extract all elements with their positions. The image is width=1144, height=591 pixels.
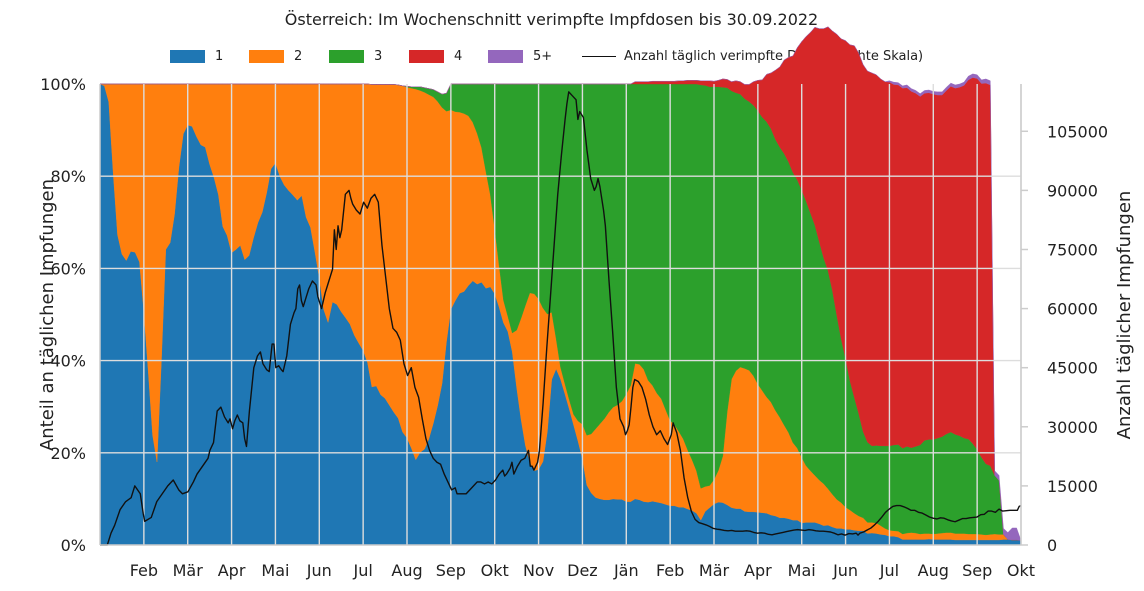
x-tick-label: Okt [481,561,509,580]
tick-marks [1021,130,1028,546]
x-tick-label: Mai [788,561,816,580]
x-tick-label: Mär [699,561,730,580]
x-tick-label: Mai [261,561,289,580]
legend-item-dose-1: 1 [170,46,223,66]
x-tick-label: Aug [391,561,422,580]
legend-item-dose-3: 3 [329,46,382,66]
legend-swatch-dose-5plus [488,49,523,63]
y-tick-label-right: 15000 [1047,477,1098,496]
x-tick-label: Dez [567,561,598,580]
x-tick-label: Sep [436,561,466,580]
plot-frame [99,84,1022,546]
legend-swatch-dose-2 [249,49,284,63]
y-tick-label-right: 0 [1047,536,1057,555]
x-tick-label: Apr [744,561,772,580]
y-tick-label-right: 75000 [1047,240,1098,259]
x-tick-label: Jun [832,561,858,580]
y-tick-label-left: 60% [50,259,86,278]
x-tick-label: Okt [1007,561,1035,580]
legend-item-dose-5plus: 5+ [488,46,552,66]
x-tick-label: Feb [130,561,158,580]
y-tick-label-right: 90000 [1047,181,1098,200]
x-tick-label: Jul [879,561,899,580]
legend-label-dose-1: 1 [215,48,224,64]
daily-doses-line [100,91,1022,546]
legend-label-dose-4: 4 [454,48,463,64]
y-axis-title-right: Anzahl täglicher Impfungen [1114,191,1135,440]
legend-swatch-dose-3 [329,49,364,63]
legend-label-dose-5plus: 5+ [533,48,553,64]
y-tick-label-left: 0% [61,536,86,555]
legend-line-daily-doses [582,55,616,57]
x-tick-label: Feb [656,561,684,580]
legend-swatch-dose-1 [170,49,205,63]
legend-swatch-dose-4 [409,49,444,63]
y-tick-label-left: 100% [40,75,86,94]
daily-doses-line-layer [100,91,1022,546]
x-tick-label: Jän [613,561,639,580]
legend-item-dose-2: 2 [249,46,302,66]
x-tick-label: Apr [218,561,246,580]
y-tick-label-right: 30000 [1047,418,1098,437]
x-tick-label: Jun [306,561,332,580]
x-tick-label: Nov [523,561,554,580]
stacked-areas [99,26,1022,546]
chart-title: Österreich: Im Wochenschnitt verimpfte I… [284,10,819,29]
x-tick-label: Mär [173,561,204,580]
tick-labels: Feb Mär Apr Mai Jun Jul Aug Sep Okt Nov Dez Jän Feb M… [40,75,1108,580]
y-tick-label-right: 45000 [1047,359,1098,378]
y-tick-label-left: 40% [50,352,86,371]
x-tick-label: Sep [962,561,992,580]
y-tick-label-left: 80% [50,167,86,186]
legend-label-dose-2: 2 [294,48,303,64]
x-tick-label: Jul [352,561,372,580]
y-tick-label-right: 60000 [1047,300,1098,319]
y-tick-label-right: 105000 [1047,122,1108,141]
y-axis-title-left: Anteil an täglichen Impfungen [37,179,58,451]
x-tick-label: Aug [918,561,949,580]
legend-item-dose-4: 4 [409,46,462,66]
y-tick-label-left: 20% [50,444,86,463]
legend-label-dose-3: 3 [374,48,383,64]
grid-lines [100,84,1022,545]
